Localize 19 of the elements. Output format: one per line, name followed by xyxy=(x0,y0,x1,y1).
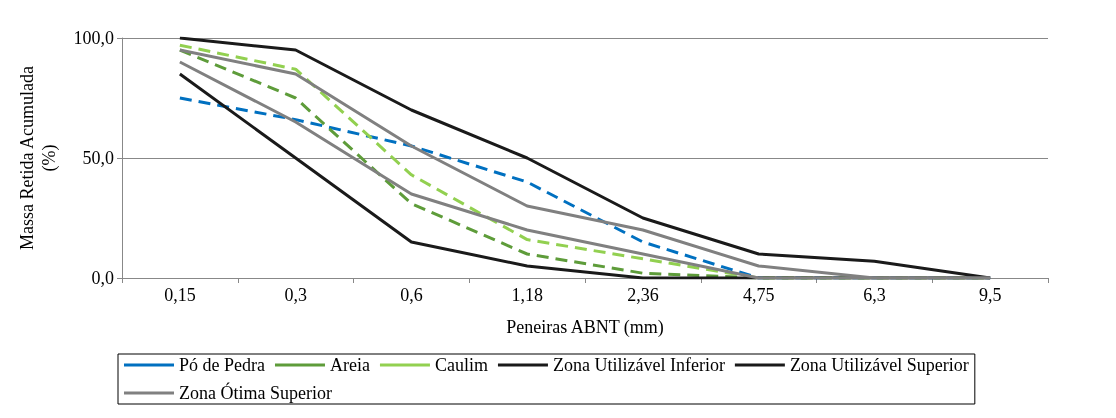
x-tick-label: 1,18 xyxy=(511,285,543,305)
y-tick-label: 50,0 xyxy=(82,148,114,168)
x-tick-label: 0,6 xyxy=(400,285,423,305)
y-tick-label: 100,0 xyxy=(73,28,114,48)
x-tick-label: 2,36 xyxy=(627,285,659,305)
y-axis-title: Massa Retida Acumulada (%) xyxy=(17,66,60,250)
legend-label: Zona Utilizável Superior xyxy=(789,355,969,375)
x-axis-title: Peneiras ABNT (mm) xyxy=(506,317,664,338)
legend-label: Caulim xyxy=(434,355,488,375)
legend-label: Areia xyxy=(329,355,370,375)
legend-label: Zona Ótima Superior xyxy=(179,382,332,403)
x-tick-label: 0,3 xyxy=(284,285,307,305)
legend-label: Pó de Pedra xyxy=(179,355,265,375)
x-tick-label: 6,3 xyxy=(863,285,886,305)
y-tick-label: 0,0 xyxy=(91,268,114,288)
x-tick-label: 0,15 xyxy=(164,285,196,305)
x-tick-label: 9,5 xyxy=(978,285,1002,305)
x-tick-label: 4,75 xyxy=(742,285,775,305)
legend-label: Zona Utilizável Inferior xyxy=(552,355,725,375)
